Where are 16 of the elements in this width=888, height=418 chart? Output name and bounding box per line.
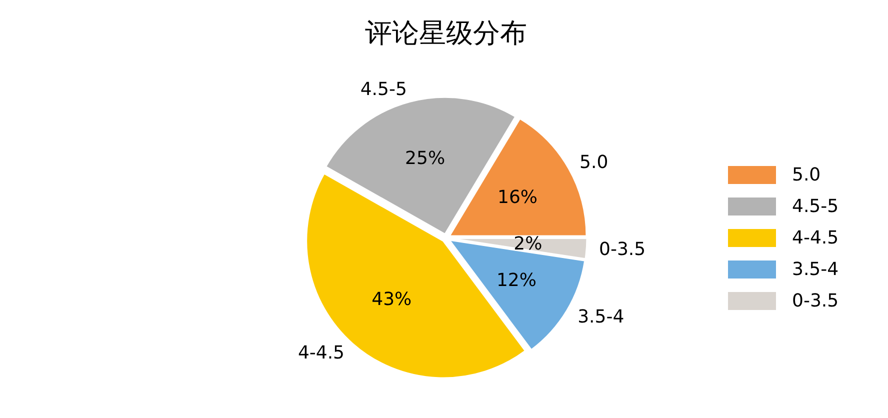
legend-label: 3.5-4 [792, 259, 839, 280]
data-label: 16% [498, 187, 538, 208]
data-label: 43% [372, 289, 412, 310]
data-label: 12% [496, 270, 536, 291]
slice-label: 5.0 [580, 152, 608, 173]
legend-label: 4-4.5 [792, 228, 839, 248]
chart-title: 评论星级分布 [365, 18, 527, 49]
slice-label: 4.5-5 [360, 79, 407, 100]
data-label: 2% [514, 234, 542, 255]
slice-label: 4-4.5 [298, 342, 345, 364]
slice-label: 0-3.5 [599, 239, 646, 260]
slice-label: 3.5-4 [578, 306, 624, 328]
legend-label: 0-3.5 [792, 290, 839, 312]
data-label: 25% [405, 148, 446, 170]
legend-label: 4.5-5 [792, 196, 839, 217]
legend-label: 5.0 [792, 164, 821, 186]
